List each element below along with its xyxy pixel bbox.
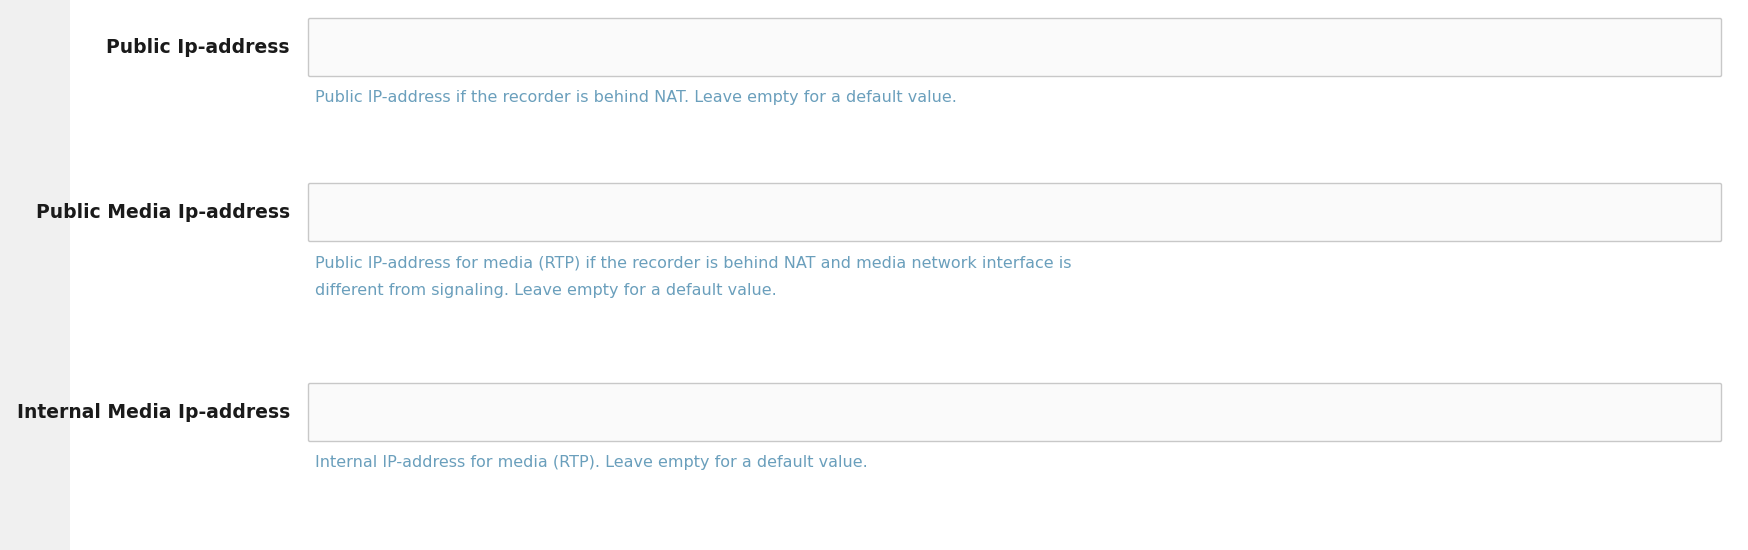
Text: Public Ip-address: Public Ip-address xyxy=(107,38,290,57)
Text: Public IP-address for media (RTP) if the recorder is behind NAT and media networ: Public IP-address for media (RTP) if the… xyxy=(315,255,1072,270)
Text: different from signaling. Leave empty for a default value.: different from signaling. Leave empty fo… xyxy=(315,283,776,298)
FancyBboxPatch shape xyxy=(308,184,1720,241)
Bar xyxy=(0,0,70,550)
Text: Internal Media Ip-address: Internal Media Ip-address xyxy=(17,403,290,422)
FancyBboxPatch shape xyxy=(308,19,1720,76)
Text: Public Media Ip-address: Public Media Ip-address xyxy=(37,203,290,222)
Text: Public IP-address if the recorder is behind NAT. Leave empty for a default value: Public IP-address if the recorder is beh… xyxy=(315,90,956,105)
FancyBboxPatch shape xyxy=(308,383,1720,442)
Text: Internal IP-address for media (RTP). Leave empty for a default value.: Internal IP-address for media (RTP). Lea… xyxy=(315,455,867,470)
